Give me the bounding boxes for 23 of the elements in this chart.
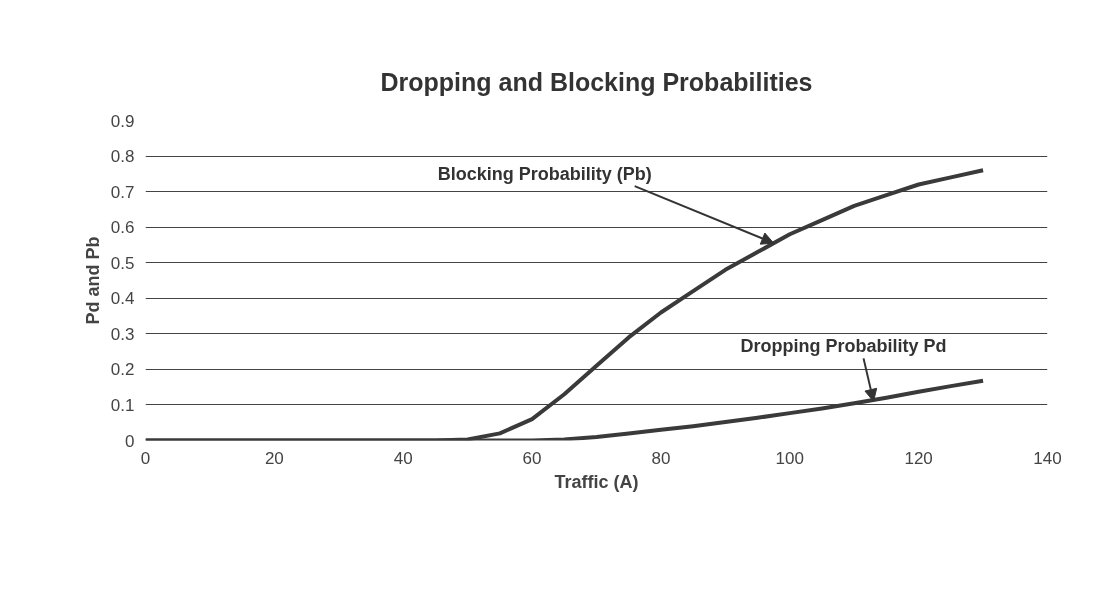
x-tick-label: 120 bbox=[904, 448, 933, 468]
annotation: Blocking Probability (Pb) bbox=[437, 164, 652, 185]
y-tick-label: 0.4 bbox=[110, 289, 135, 309]
x-tick-label: 40 bbox=[393, 448, 413, 468]
y-tick-label: 0.5 bbox=[110, 253, 135, 273]
y-tick-label: 0.7 bbox=[110, 182, 135, 202]
y-tick-label: 0.8 bbox=[110, 147, 135, 167]
x-tick-label: 20 bbox=[264, 448, 284, 468]
x-tick-label: 80 bbox=[651, 448, 671, 468]
chart-title: Dropping and Blocking Probabilities bbox=[380, 67, 813, 96]
annotation: Dropping Probability Pd bbox=[740, 336, 947, 357]
x-tick-label: 60 bbox=[522, 448, 542, 468]
y-tick-label: 0.6 bbox=[110, 218, 135, 238]
y-axis-title: Pd and Pb bbox=[82, 236, 103, 325]
y-tick-label: 0 bbox=[125, 431, 135, 451]
y-tick-label: 0.2 bbox=[110, 360, 135, 380]
y-tick-label: 0.3 bbox=[110, 324, 135, 344]
x-tick-label: 0 bbox=[140, 448, 151, 468]
x-axis-title: Traffic (A) bbox=[554, 471, 639, 492]
x-tick-label: 140 bbox=[1033, 448, 1062, 468]
y-tick-label: 0.1 bbox=[110, 395, 135, 415]
x-tick-label: 100 bbox=[775, 448, 804, 468]
y-tick-label: 0.9 bbox=[110, 111, 135, 131]
